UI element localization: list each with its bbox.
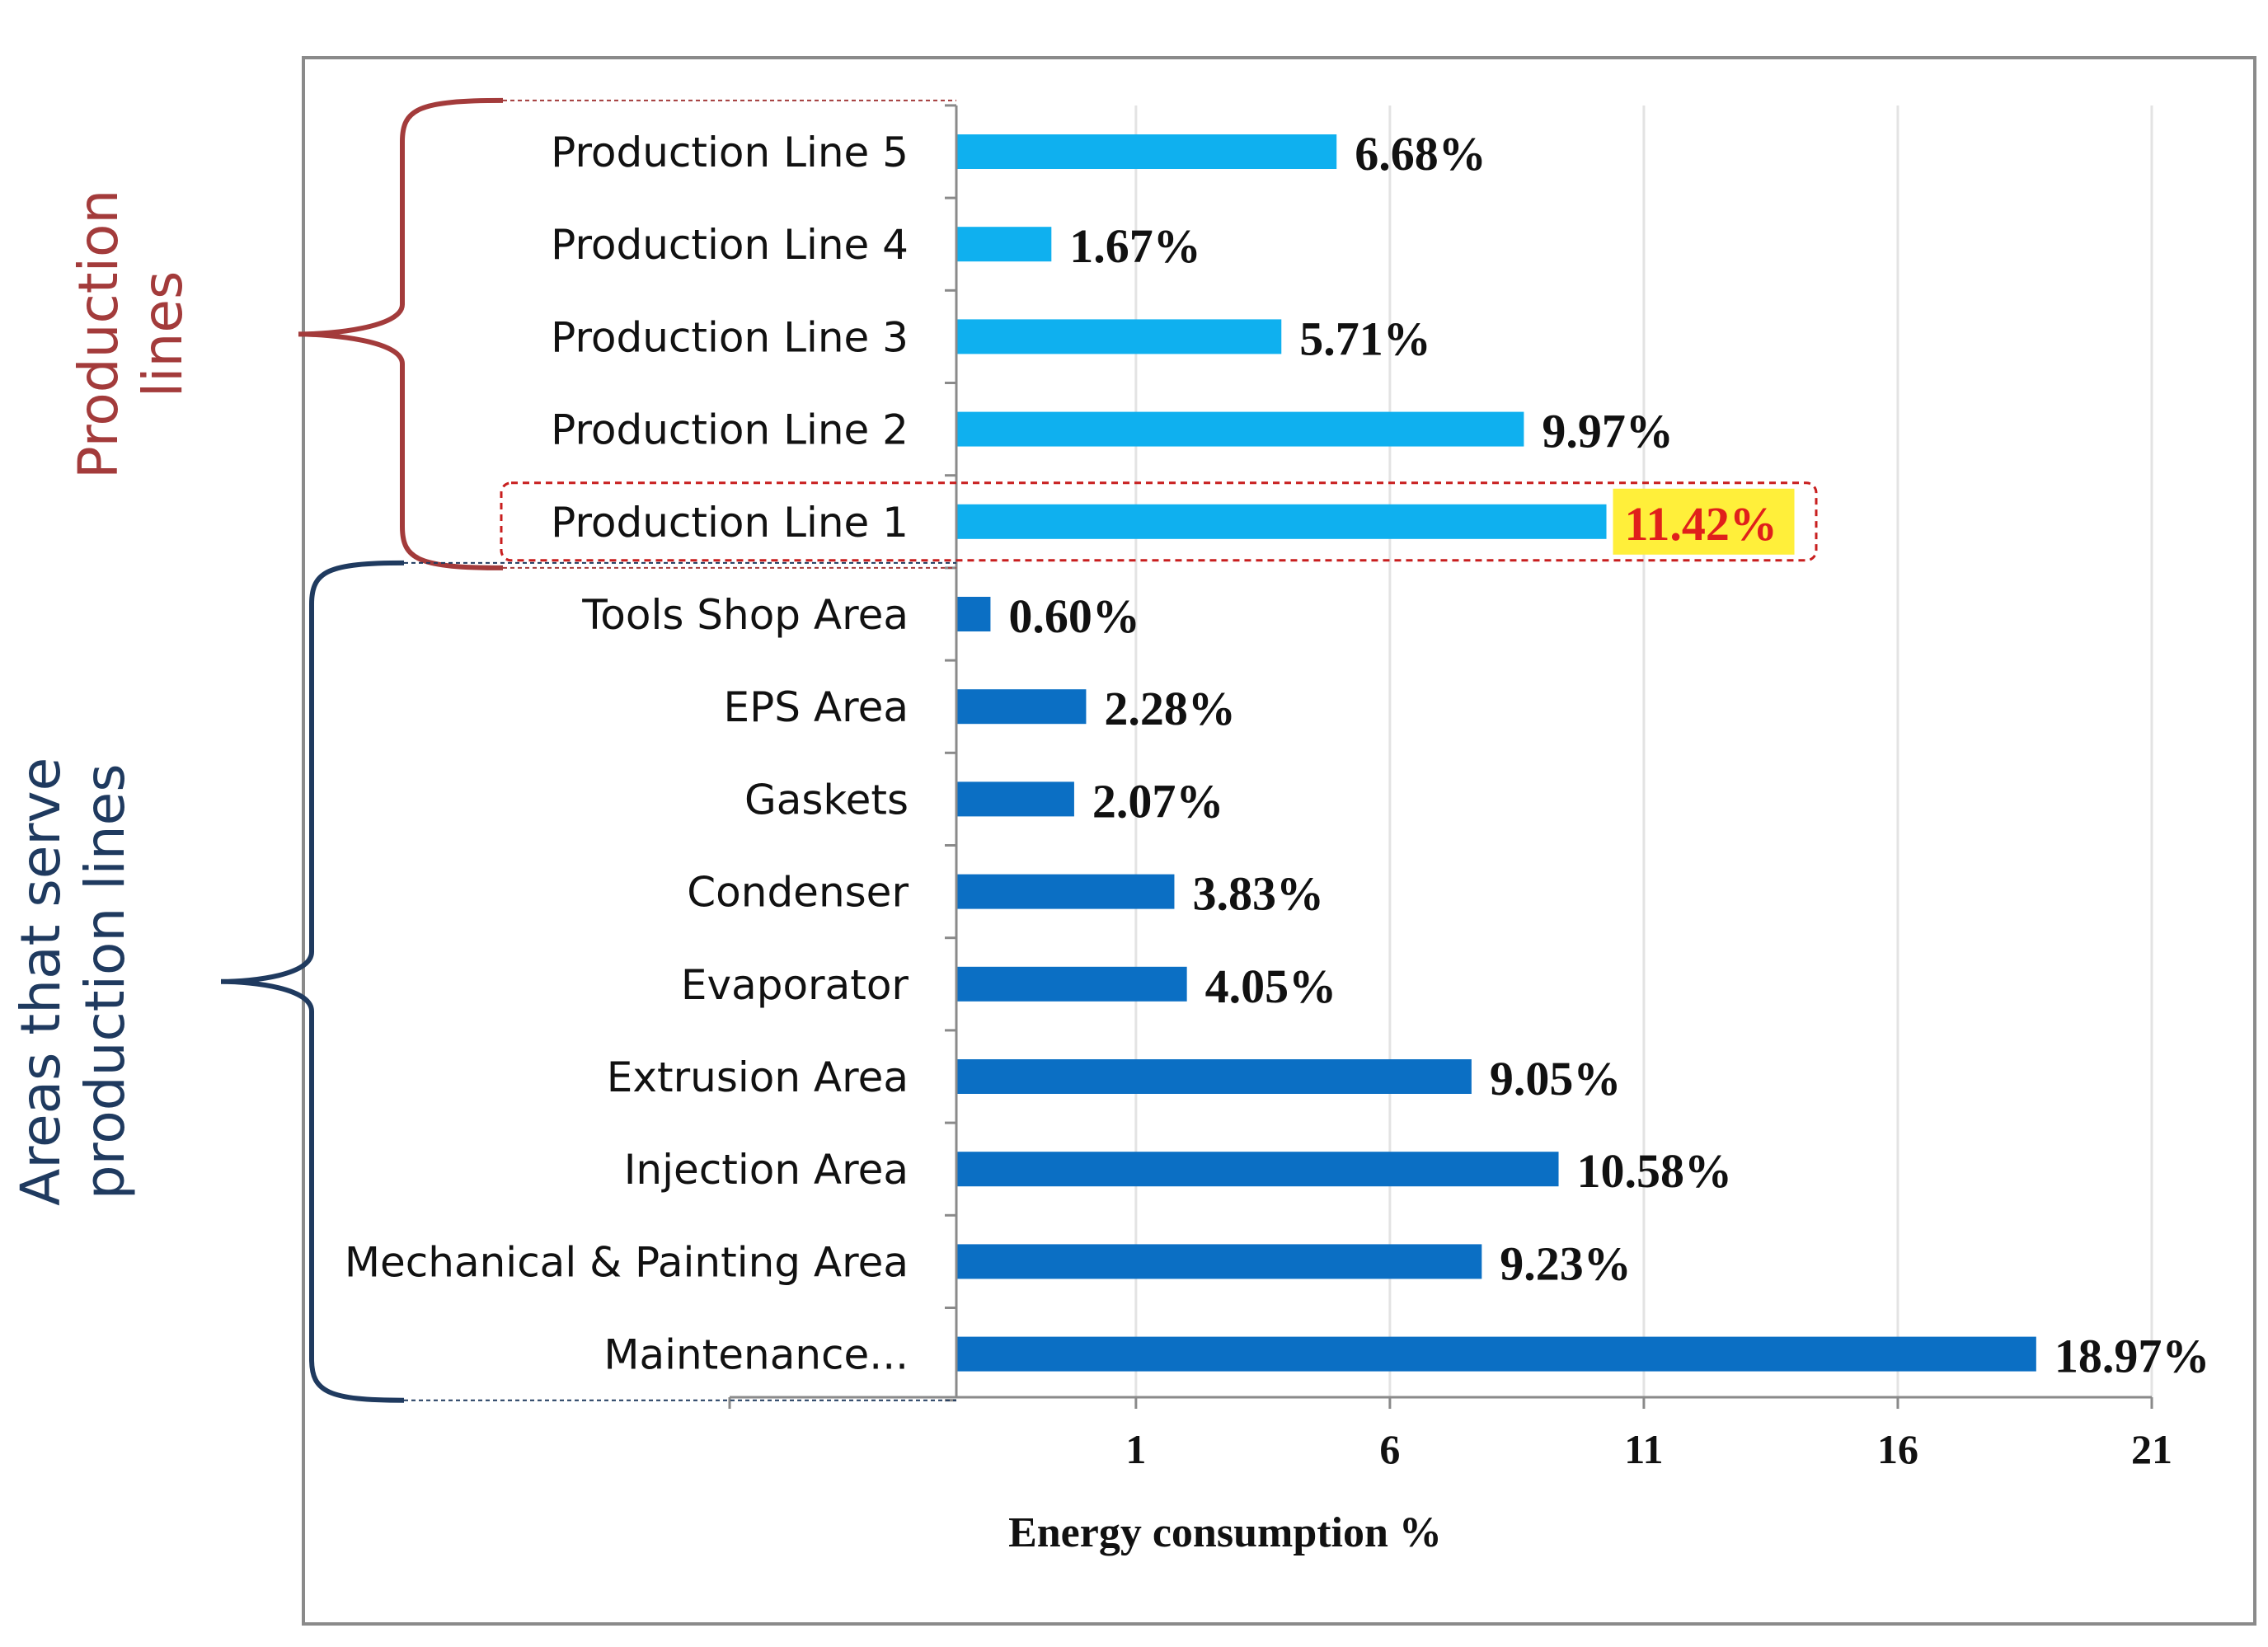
value-label: 10.58% bbox=[1577, 1144, 1733, 1198]
group-brace bbox=[220, 560, 405, 1403]
bar bbox=[956, 781, 1074, 817]
value-label: 4.05% bbox=[1205, 960, 1337, 1013]
value-label: 5.71% bbox=[1299, 312, 1431, 365]
value-label: 3.83% bbox=[1192, 867, 1324, 921]
category-label: Production Line 4 bbox=[551, 221, 909, 269]
bar bbox=[956, 597, 991, 631]
x-tick-label: 6 bbox=[1379, 1426, 1400, 1472]
category-label: Production Line 5 bbox=[551, 129, 909, 176]
category-label: Condenser bbox=[687, 869, 909, 917]
category-label: EPS Area bbox=[724, 683, 909, 731]
x-tick-label: 16 bbox=[1877, 1426, 1918, 1472]
plot-frame bbox=[302, 56, 2256, 1626]
x-tick-label: 1 bbox=[1125, 1426, 1146, 1472]
highlight-box bbox=[500, 481, 1818, 562]
bar bbox=[956, 227, 1052, 262]
value-label: 2.28% bbox=[1104, 682, 1236, 735]
group-label: Productionlines bbox=[67, 190, 195, 479]
value-label: 0.60% bbox=[1008, 589, 1140, 643]
bar bbox=[956, 966, 1187, 1002]
x-tick-label: 11 bbox=[1624, 1426, 1663, 1472]
category-label: Gaskets bbox=[744, 776, 909, 824]
value-label: 11.42% bbox=[1625, 497, 1777, 551]
value-label: 9.05% bbox=[1490, 1052, 1622, 1105]
bar bbox=[956, 504, 1607, 539]
bar bbox=[956, 1244, 1482, 1279]
value-label: 6.68% bbox=[1355, 127, 1486, 181]
value-label: 2.07% bbox=[1092, 774, 1224, 828]
value-label: 18.97% bbox=[2054, 1330, 2210, 1383]
x-axis-title: Energy consumption % bbox=[1008, 1509, 1442, 1556]
bar bbox=[956, 319, 1282, 354]
value-label: 9.23% bbox=[1500, 1236, 1632, 1290]
value-label: 1.67% bbox=[1069, 219, 1201, 273]
bar bbox=[956, 411, 1524, 447]
group-brace bbox=[298, 97, 504, 570]
category-label: Maintenance... bbox=[603, 1331, 909, 1379]
category-label: Mechanical & Painting Area bbox=[345, 1238, 909, 1286]
bar bbox=[956, 1059, 1472, 1094]
category-label: Production Line 1 bbox=[551, 499, 909, 547]
bar bbox=[956, 1152, 1559, 1187]
value-label: 9.97% bbox=[1542, 405, 1674, 458]
category-label: Evaporator bbox=[681, 961, 909, 1009]
x-tick-label: 21 bbox=[2131, 1426, 2172, 1472]
category-label: Extrusion Area bbox=[607, 1053, 909, 1101]
bar bbox=[956, 689, 1087, 725]
bar bbox=[956, 1336, 2036, 1372]
value-highlight bbox=[1613, 488, 1795, 555]
category-label: Production Line 2 bbox=[551, 406, 909, 454]
category-label: Injection Area bbox=[624, 1146, 909, 1194]
group-label: Areas that serveproduction lines bbox=[9, 758, 137, 1206]
bar bbox=[956, 874, 1175, 909]
category-label: Tools Shop Area bbox=[581, 591, 909, 639]
bar bbox=[956, 134, 1337, 169]
category-label: Production Line 3 bbox=[551, 313, 909, 361]
